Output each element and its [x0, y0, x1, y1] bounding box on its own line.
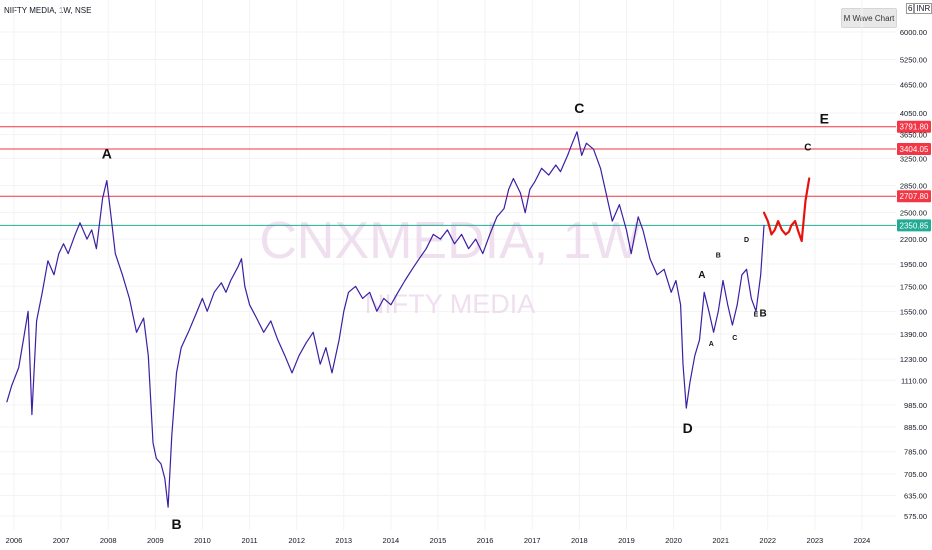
y-tick-label-15: 3250.00 [900, 155, 927, 164]
currency-code: INR [914, 3, 932, 14]
x-tick-label-4: 2010 [194, 536, 211, 545]
wave-chart-button[interactable]: M Wave Chart [841, 8, 897, 28]
x-tick-label-3: 2009 [147, 536, 164, 545]
y-tick-label-3: 785.00 [904, 448, 927, 457]
level-label-1: 3404.05 [900, 145, 929, 154]
level-label-2: 2707.80 [900, 192, 929, 201]
y-tick-label-13: 2500.00 [900, 209, 927, 218]
wave-label-7: C [804, 142, 811, 153]
wave-label-10: C [732, 335, 737, 342]
watermark-main: CNXMEDIA, 1W [259, 212, 640, 270]
currency-prefix: 6 [906, 3, 915, 14]
x-tick-label-13: 2019 [618, 536, 635, 545]
y-tick-label-12: 2200.00 [900, 235, 927, 244]
y-tick-label-2: 705.00 [904, 470, 927, 479]
x-tick-label-8: 2014 [383, 536, 400, 545]
level-label-0: 3791.80 [900, 123, 929, 132]
y-tick-label-16: 3650.00 [900, 131, 927, 140]
wave-label-5: A [698, 270, 705, 281]
y-tick-label-0: 575.00 [904, 512, 927, 521]
x-tick-label-6: 2012 [288, 536, 305, 545]
y-tick-label-1: 635.00 [904, 492, 927, 501]
wave-labels: A B C D E A B C A B C D E [102, 100, 829, 532]
y-tick-label-20: 6000.00 [900, 28, 927, 37]
x-tick-label-11: 2017 [524, 536, 541, 545]
x-tick-label-12: 2018 [571, 536, 588, 545]
level-tag-3 [897, 219, 931, 232]
wave-label-11: D [744, 237, 749, 244]
x-tick-label-1: 2007 [53, 536, 70, 545]
wave-label-4: E [820, 111, 829, 127]
y-tick-label-18: 4650.00 [900, 81, 927, 90]
wave-label-6: B [759, 309, 766, 320]
chart-grid [0, 0, 896, 530]
wave-label-2: C [574, 100, 584, 116]
wave-label-12: E [754, 312, 759, 319]
x-tick-label-9: 2015 [430, 536, 447, 545]
symbol-title: NIFTY MEDIA, 1W, NSE [4, 6, 92, 15]
level-label-3: 2350.85 [900, 221, 929, 230]
watermark-sub: NIFTY MEDIA [365, 289, 536, 319]
price-series [6, 131, 811, 508]
level-tag-0 [897, 120, 931, 133]
x-tick-label-7: 2013 [335, 536, 352, 545]
x-tick-label-0: 2006 [6, 536, 23, 545]
level-tag-1 [897, 142, 931, 155]
series-line-0 [6, 131, 765, 508]
wave-label-3: D [683, 420, 693, 436]
x-tick-label-15: 2021 [712, 536, 729, 545]
y-tick-label-7: 1230.00 [900, 355, 927, 364]
x-tick-label-16: 2022 [759, 536, 776, 545]
x-tick-label-14: 2020 [665, 536, 682, 545]
wave-label-1: B [171, 516, 181, 532]
y-tick-label-17: 4050.00 [900, 109, 927, 118]
y-tick-label-11: 1950.00 [900, 260, 927, 269]
y-tick-label-19: 5250.00 [900, 56, 927, 65]
y-tick-label-9: 1550.00 [900, 307, 927, 316]
wave-label-8: A [709, 341, 714, 348]
x-tick-label-10: 2016 [477, 536, 494, 545]
x-tick-label-18: 2024 [854, 536, 871, 545]
time-axis[interactable]: 2006 2007 2008 2009 2010 2011 2012 2013 2014 2015… [6, 536, 871, 545]
y-tick-label-14: 2850.00 [900, 182, 927, 191]
x-tick-label-2: 2008 [100, 536, 117, 545]
level-tag-2 [897, 190, 931, 203]
x-tick-label-17: 2023 [807, 536, 824, 545]
y-tick-label-4: 885.00 [904, 423, 927, 432]
wave-label-0: A [102, 146, 112, 162]
y-tick-label-10: 1750.00 [900, 282, 927, 291]
y-tick-label-8: 1390.00 [900, 330, 927, 339]
series-line-1 [762, 177, 811, 243]
currency-label[interactable]: 6 INR [906, 3, 932, 14]
horizontal-levels: 3791.80 3404.05 2707.80 2350.85 [0, 120, 931, 232]
y-tick-label-5: 985.00 [904, 401, 927, 410]
price-axis[interactable]: 575.00 635.00 705.00 785.00 885.00 985.00 1110… [900, 28, 927, 521]
x-tick-label-5: 2011 [241, 536, 257, 545]
wave-label-9: B [716, 253, 721, 260]
y-tick-label-6: 1110.00 [901, 376, 927, 385]
